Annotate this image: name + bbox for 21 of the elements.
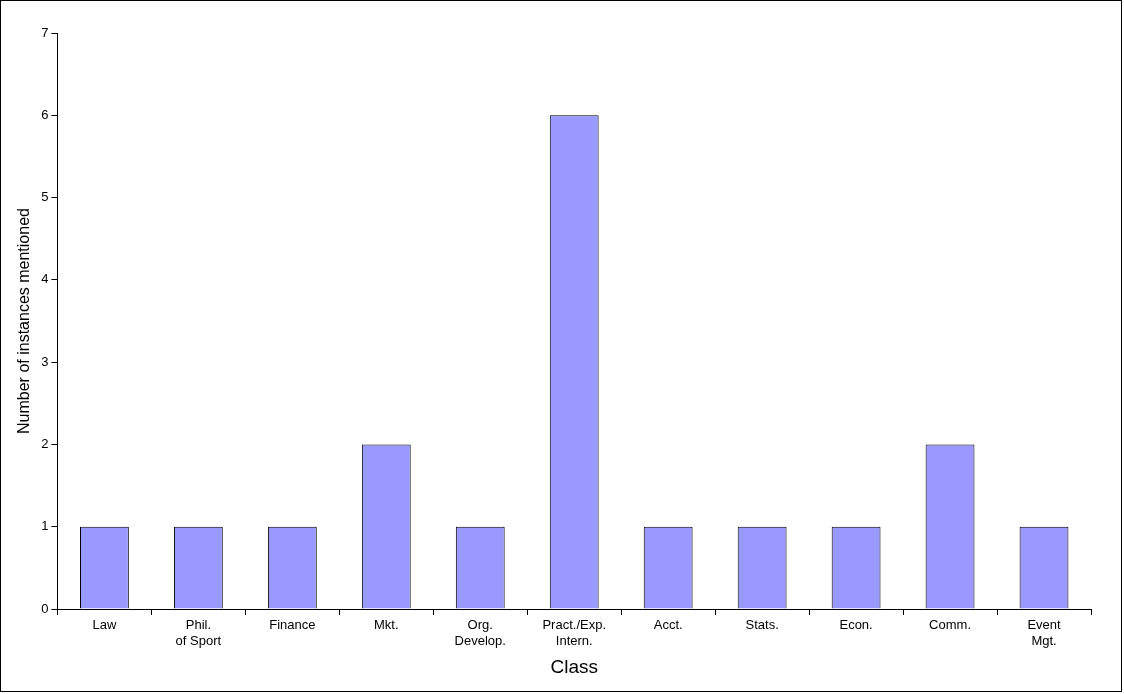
y-tick-label: 1 [41,518,49,534]
y-tick-label: 4 [41,271,49,287]
x-tick-label: Mkt. [374,617,399,633]
y-tick-label: 2 [41,436,49,452]
x-tick-label: Acct. [653,617,683,633]
x-tick-label: Event Mgt. [1027,617,1062,648]
y-tick-label: 3 [41,353,49,369]
y-tick-label: 6 [41,106,49,122]
y-tick-label: 5 [41,189,49,205]
y-tick-label: 0 [41,600,49,616]
x-axis-title: Class [550,655,598,677]
x-tick-label: Org. Develop. [454,617,506,648]
y-axis-title: Number of instances mentioned [15,208,33,434]
x-tick-label: Phil. of Sport [175,617,222,648]
x-tick-label: Comm. [929,617,971,633]
y-tick-label: 7 [41,24,49,40]
x-tick-label: Pract./Exp. Intern. [542,617,606,648]
x-tick-label: Stats. [745,617,779,633]
x-tick-label: Law [92,617,117,633]
x-tick-label: Econ. [839,617,873,633]
x-tick-label: Finance [269,617,316,633]
